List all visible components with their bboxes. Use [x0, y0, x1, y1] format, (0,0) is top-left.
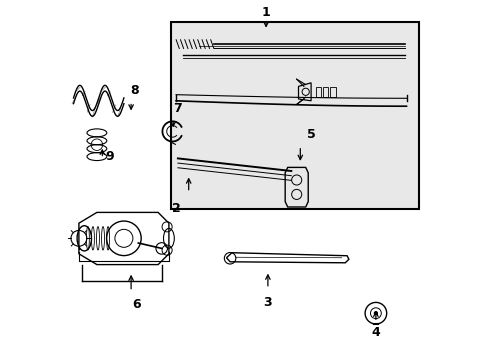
Bar	[322, 87, 328, 97]
Text: 8: 8	[130, 84, 139, 97]
Text: 2: 2	[171, 202, 180, 215]
Bar	[329, 87, 335, 97]
Bar	[315, 87, 321, 97]
Circle shape	[374, 312, 377, 315]
FancyBboxPatch shape	[170, 22, 418, 209]
Text: 3: 3	[263, 296, 272, 309]
Text: 1: 1	[261, 6, 270, 19]
Text: 6: 6	[132, 298, 141, 311]
Text: 4: 4	[371, 327, 380, 339]
Text: 7: 7	[173, 102, 182, 115]
Text: 5: 5	[306, 129, 315, 141]
Text: 9: 9	[105, 150, 114, 163]
